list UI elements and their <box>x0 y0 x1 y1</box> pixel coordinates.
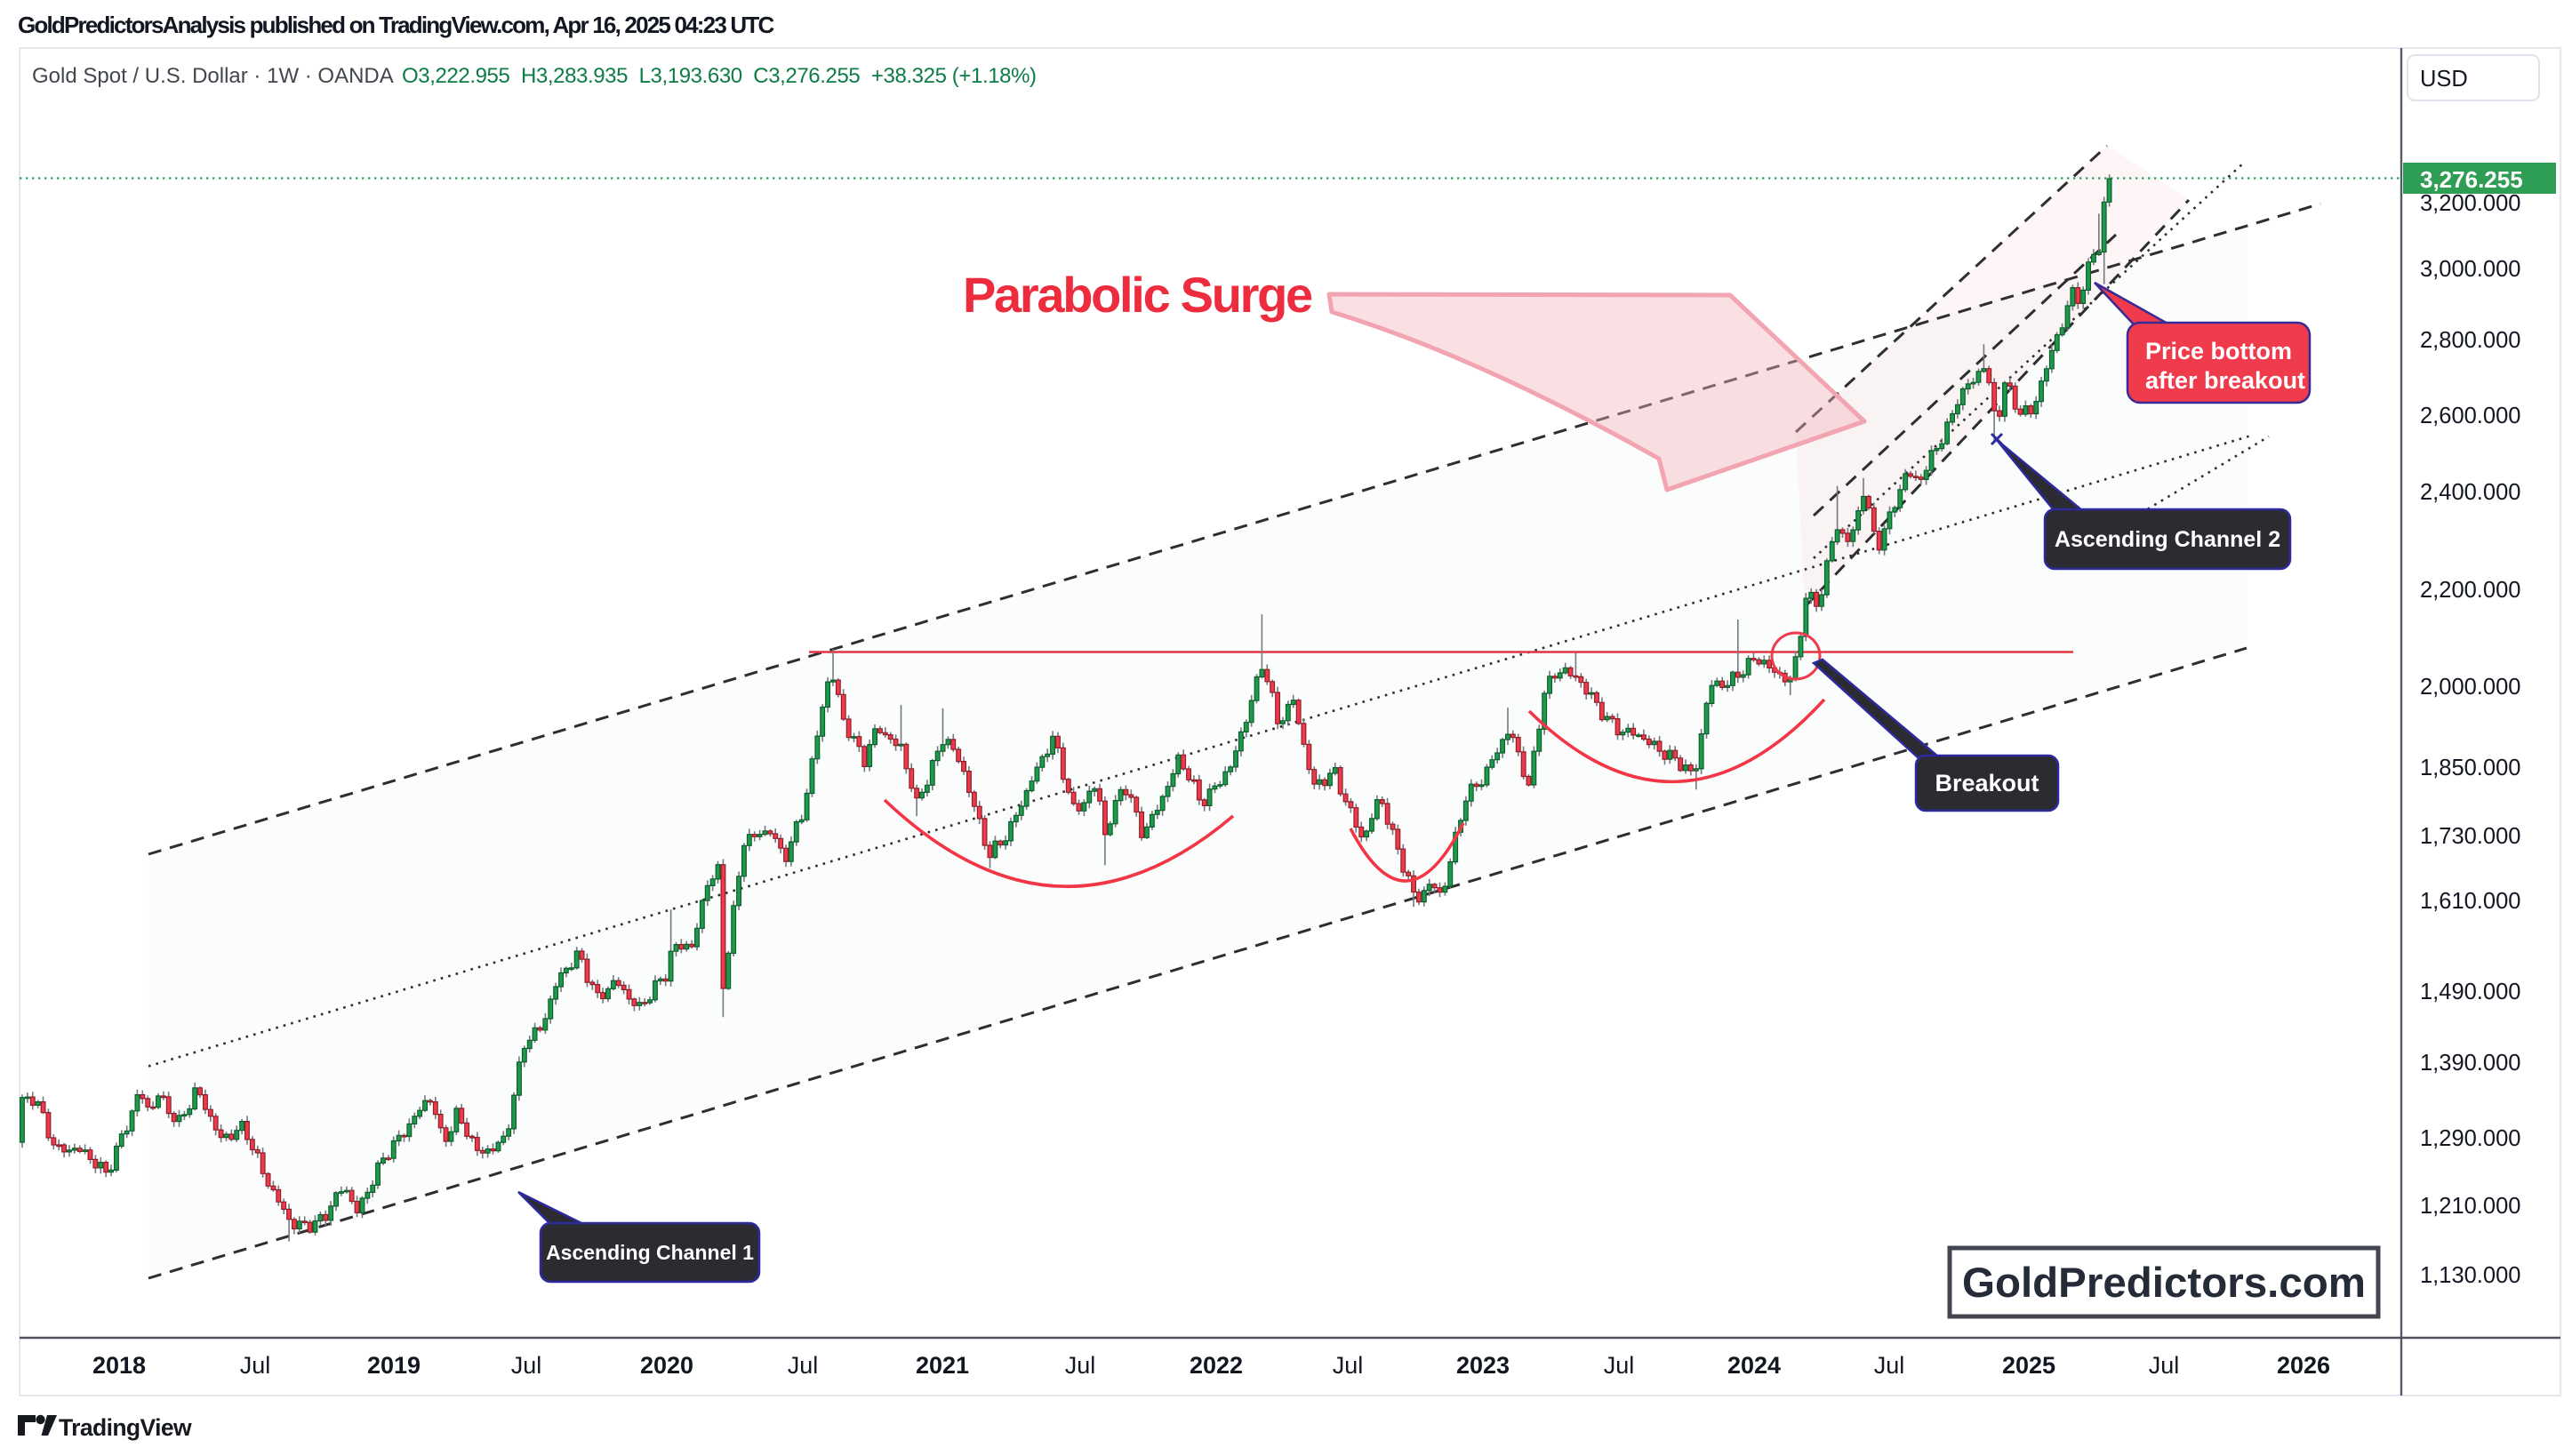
svg-text:2,800.000: 2,800.000 <box>2420 328 2520 353</box>
svg-text:3,000.000: 3,000.000 <box>2420 257 2520 282</box>
svg-text:GoldPredictorsAnalysis publish: GoldPredictorsAnalysis published on Trad… <box>18 12 774 38</box>
svg-text:2025: 2025 <box>2002 1352 2055 1379</box>
svg-text:Jul: Jul <box>511 1352 542 1379</box>
svg-text:1,610.000: 1,610.000 <box>2420 889 2520 914</box>
svg-text:Gold Spot / U.S. Dollar · 1W ·: Gold Spot / U.S. Dollar · 1W · OANDA <box>32 64 394 88</box>
svg-text:1,290.000: 1,290.000 <box>2420 1126 2520 1151</box>
svg-text:1,130.000: 1,130.000 <box>2420 1263 2520 1288</box>
svg-text:2021: 2021 <box>916 1352 969 1379</box>
svg-text:Breakout: Breakout <box>1935 770 2039 796</box>
svg-text:2019: 2019 <box>367 1352 421 1379</box>
svg-text:Jul: Jul <box>1333 1352 1364 1379</box>
svg-text:Jul: Jul <box>2149 1352 2180 1379</box>
svg-text:2023: 2023 <box>1456 1352 1510 1379</box>
svg-text:1,730.000: 1,730.000 <box>2420 824 2520 849</box>
svg-text:2024: 2024 <box>1727 1352 1781 1379</box>
svg-text:2,600.000: 2,600.000 <box>2420 404 2520 428</box>
svg-text:2,200.000: 2,200.000 <box>2420 578 2520 603</box>
svg-text:USD: USD <box>2420 67 2468 92</box>
svg-text:3,200.000: 3,200.000 <box>2420 191 2520 216</box>
svg-text:1,210.000: 1,210.000 <box>2420 1194 2520 1219</box>
svg-text:Parabolic Surge: Parabolic Surge <box>963 267 1312 323</box>
svg-text:1,490.000: 1,490.000 <box>2420 980 2520 1004</box>
svg-text:Jul: Jul <box>1874 1352 1905 1379</box>
svg-text:Jul: Jul <box>788 1352 819 1379</box>
svg-text:Jul: Jul <box>240 1352 271 1379</box>
svg-text:Jul: Jul <box>1065 1352 1096 1379</box>
svg-text:2022: 2022 <box>1190 1352 1243 1379</box>
svg-text:Jul: Jul <box>1604 1352 1635 1379</box>
svg-text:2026: 2026 <box>2277 1352 2330 1379</box>
svg-text:GoldPredictors.com: GoldPredictors.com <box>1962 1260 2366 1307</box>
svg-text:O3,222.955 H3,283.935 L3,193: O3,222.955 H3,283.935 L3,193.630 C3,276.… <box>402 64 1037 88</box>
svg-text:TradingView: TradingView <box>59 1414 192 1441</box>
svg-text:Ascending Channel 1: Ascending Channel 1 <box>546 1241 754 1264</box>
svg-text:2018: 2018 <box>92 1352 146 1379</box>
svg-text:2,000.000: 2,000.000 <box>2420 675 2520 700</box>
svg-text:Price bottom: Price bottom <box>2145 338 2292 364</box>
svg-text:2020: 2020 <box>640 1352 693 1379</box>
svg-text:1,850.000: 1,850.000 <box>2420 756 2520 780</box>
svg-text:1,390.000: 1,390.000 <box>2420 1051 2520 1076</box>
svg-text:2,400.000: 2,400.000 <box>2420 480 2520 505</box>
svg-text:after breakout: after breakout <box>2145 367 2305 394</box>
svg-text:3,276.255: 3,276.255 <box>2420 166 2523 193</box>
svg-text:Ascending Channel 2: Ascending Channel 2 <box>2055 527 2280 552</box>
